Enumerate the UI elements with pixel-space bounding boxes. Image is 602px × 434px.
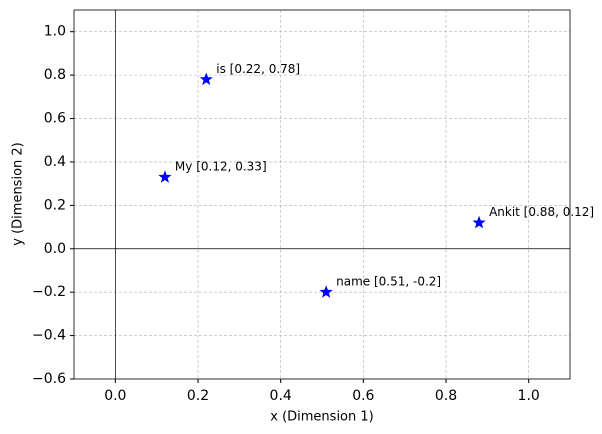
x-tick-label: 0.4 [270, 388, 292, 404]
x-axis-label: x (Dimension 1) [270, 410, 373, 425]
point [472, 215, 486, 229]
y-tick-label: 0.6 [44, 111, 66, 127]
y-tick-label: 0.2 [44, 197, 66, 213]
y-tick-label: 0.8 [44, 67, 66, 83]
y-axis-label: y (Dimension 2) [11, 142, 26, 245]
x-tick-label: 1.0 [518, 388, 540, 404]
point [319, 285, 333, 298]
point-label: My [0.12, 0.33] [175, 160, 267, 174]
x-tick-label: 0.0 [104, 388, 126, 404]
y-tick-label: −0.2 [32, 284, 66, 300]
y-tick-label: −0.4 [32, 328, 66, 344]
point-label: Ankit [0.88, 0.12] [489, 205, 594, 219]
point [199, 72, 213, 86]
y-tick-label: 0.0 [44, 241, 66, 257]
plot-frame [73, 9, 571, 380]
y-tick-label: 0.4 [44, 154, 66, 170]
y-tick-label: 1.0 [44, 24, 66, 40]
point-label: is [0.22, 0.78] [216, 62, 300, 76]
x-tick-label: 0.8 [435, 388, 457, 404]
x-tick-label: 0.6 [352, 388, 374, 404]
point [158, 170, 172, 183]
point-label: name [0.51, -0.2] [336, 275, 441, 289]
y-tick-label: −0.6 [32, 371, 66, 387]
x-tick-label: 0.2 [187, 388, 209, 404]
